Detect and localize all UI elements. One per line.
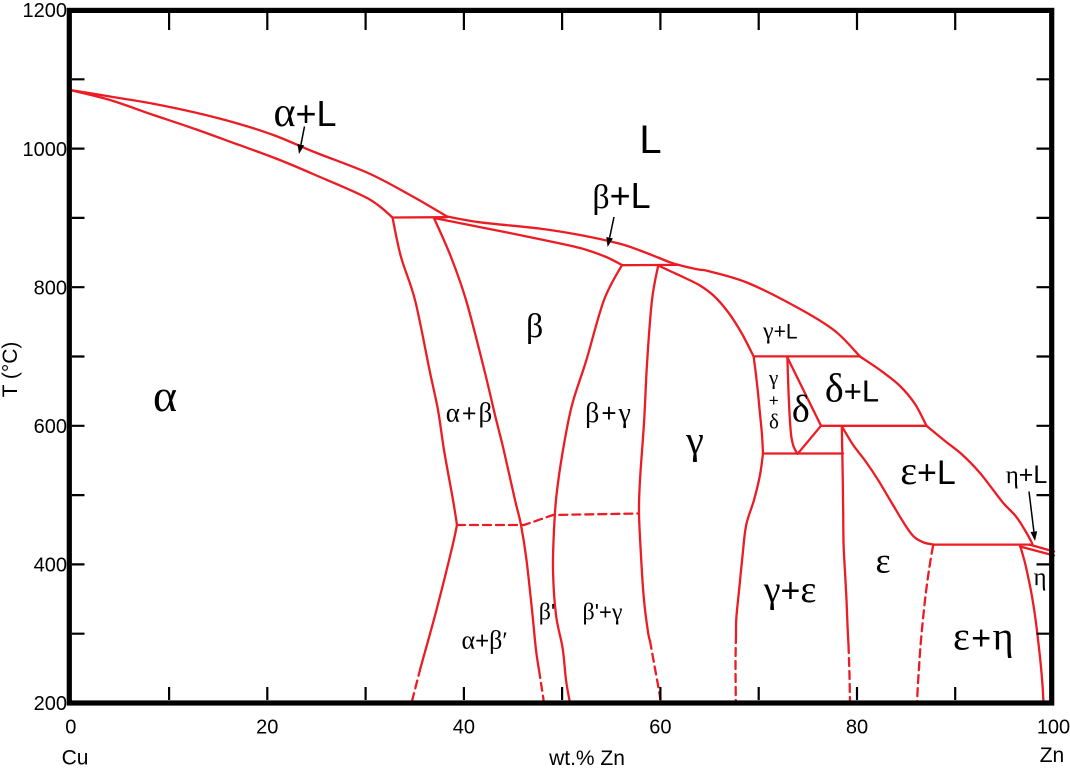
svg-text:ε+η: ε+η <box>953 613 1015 658</box>
svg-text:α+β: α+β <box>446 398 495 428</box>
svg-text:α: α <box>153 370 177 421</box>
svg-text:+: + <box>769 391 779 410</box>
svg-text:γ+L: γ+L <box>762 319 798 345</box>
svg-text:β+L: β+L <box>592 175 650 216</box>
svg-text:20: 20 <box>256 716 278 738</box>
svg-text:200: 200 <box>34 693 67 715</box>
svg-text:α+β′: α+β′ <box>461 625 507 654</box>
svg-text:800: 800 <box>34 277 67 299</box>
svg-text:η+L: η+L <box>1006 461 1048 489</box>
svg-text:γ: γ <box>768 366 778 390</box>
svg-text:0: 0 <box>65 716 76 738</box>
svg-text:ε+L: ε+L <box>900 448 956 493</box>
svg-text:δ: δ <box>769 410 779 434</box>
svg-text:β: β <box>526 308 543 345</box>
svg-text:1200: 1200 <box>23 0 68 22</box>
svg-text:Zn: Zn <box>1040 744 1065 767</box>
svg-text:100: 100 <box>1037 716 1070 738</box>
svg-text:wt.% Zn: wt.% Zn <box>548 747 625 770</box>
svg-text:γ: γ <box>685 417 704 462</box>
svg-text:400: 400 <box>34 555 67 577</box>
svg-text:600: 600 <box>34 416 67 438</box>
svg-text:Cu: Cu <box>62 747 89 770</box>
svg-text:η: η <box>1033 564 1046 591</box>
svg-text:60: 60 <box>649 716 671 738</box>
svg-text:β+γ: β+γ <box>585 398 633 429</box>
svg-text:β'+γ: β'+γ <box>583 600 623 626</box>
svg-text:α+L: α+L <box>273 90 336 136</box>
svg-text:T (°C): T (°C) <box>0 342 22 398</box>
svg-text:δ+L: δ+L <box>825 365 879 410</box>
svg-text:1000: 1000 <box>23 139 68 161</box>
svg-text:L: L <box>639 118 661 162</box>
svg-text:δ: δ <box>792 388 810 430</box>
svg-text:β': β' <box>539 600 555 626</box>
svg-text:ε: ε <box>875 540 890 580</box>
svg-text:80: 80 <box>846 716 868 738</box>
svg-text:γ+ε: γ+ε <box>763 569 817 611</box>
svg-text:40: 40 <box>453 716 475 738</box>
